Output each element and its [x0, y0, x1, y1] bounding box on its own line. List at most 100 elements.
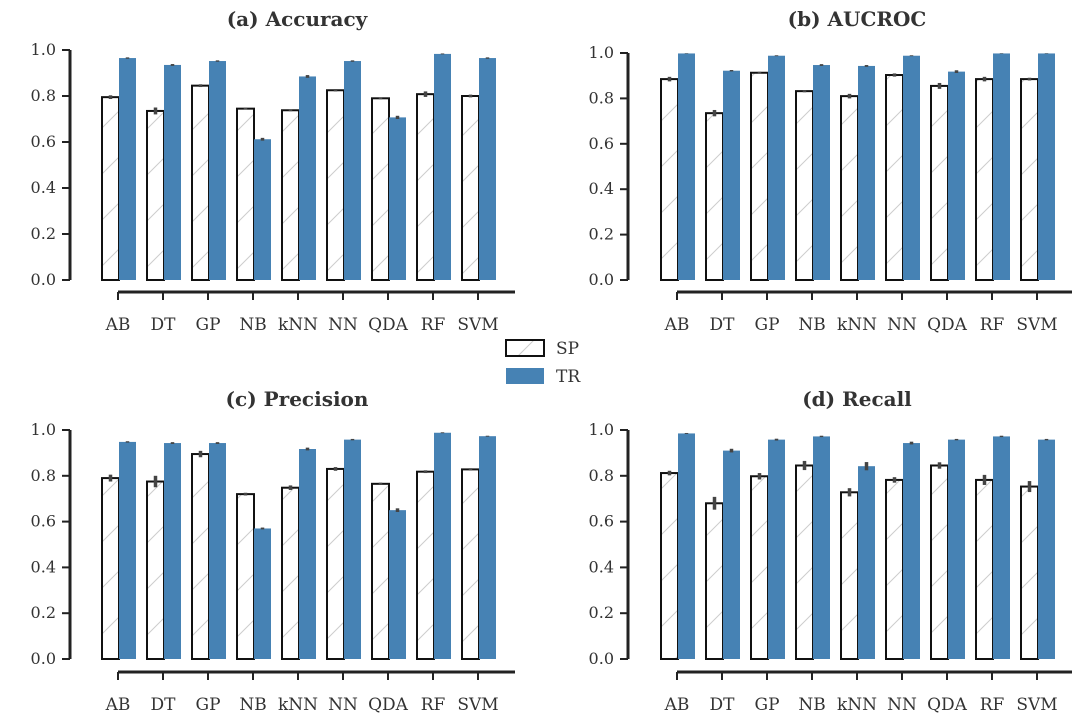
bar-sp-dt: [705, 502, 724, 660]
bar-tr-svm: [1038, 53, 1055, 281]
x-tick-label-dt: DT: [710, 695, 736, 715]
bar-tr-gp: [209, 443, 226, 659]
bar-sp-nb: [795, 90, 814, 281]
y-tick-label: 0.2: [31, 603, 56, 622]
panel-title-recall: (d) Recall: [802, 387, 912, 411]
panel-accuracy: (a) Accuracy 0.0 0.2 0.4 0.6 0.8 1.0 AB DT GP NB kN…: [31, 7, 515, 335]
bar-tr-nb: [254, 528, 271, 659]
bar-sp-rf: [975, 478, 994, 660]
x-tick-label-gp: GP: [754, 315, 779, 335]
x-tick-label-svm: SVM: [1016, 315, 1057, 335]
legend-label-tr: TR: [556, 367, 581, 387]
y-tick-label: 0.2: [589, 603, 614, 622]
y-tick-label: 0.2: [589, 225, 614, 244]
x-tick-label-knn: kNN: [837, 695, 877, 715]
y-tick-label: 1.0: [31, 420, 56, 439]
panel-precision: (c) Precision 0.0 0.2 0.4 0.6 0.8 1.0 AB DT GP NB k…: [31, 387, 515, 715]
bar-sp-nn: [885, 74, 904, 281]
y-tick-label: 1.0: [589, 43, 614, 62]
bar-sp-gp: [750, 71, 769, 282]
x-tick-label-nn: NN: [887, 695, 917, 715]
bar-sp-nb: [236, 107, 255, 282]
x-tick-label-ab: AB: [664, 695, 690, 715]
y-tick-label: 0.4: [589, 557, 614, 576]
x-tick-label-ab: AB: [664, 315, 690, 335]
bar-sp-nb: [795, 464, 814, 660]
y-tick-label: 0.8: [31, 86, 56, 105]
bar-tr-nn: [903, 443, 920, 659]
x-tick-label-qda: QDA: [368, 695, 409, 715]
legend-swatch-tr: [506, 368, 544, 384]
x-tick-label-qda: QDA: [927, 695, 968, 715]
bar-tr-qda: [948, 439, 965, 659]
y-tick-label: 0.4: [31, 557, 56, 576]
y-tick-label: 0.6: [589, 512, 614, 531]
bar-tr-ab: [678, 53, 695, 281]
bar-sp-ab: [660, 472, 679, 660]
bar-sp-knn: [840, 95, 859, 281]
bar-sp-gp: [750, 475, 769, 660]
bar-tr-svm: [479, 58, 496, 280]
x-tick-label-rf: RF: [421, 695, 446, 715]
bar-sp-rf: [975, 78, 994, 282]
bar-sp-rf: [416, 93, 435, 281]
x-tick-label-dt: DT: [151, 315, 177, 335]
x-tick-label-dt: DT: [710, 315, 736, 335]
y-tick-label: 0.6: [589, 134, 614, 153]
x-tick-label-svm: SVM: [1016, 695, 1057, 715]
bar-tr-svm: [479, 436, 496, 659]
bar-sp-svm: [461, 95, 480, 281]
x-tick-label-nb: NB: [798, 315, 825, 335]
bar-tr-dt: [723, 450, 740, 659]
x-tick-label-svm: SVM: [457, 315, 498, 335]
x-tick-label-svm: SVM: [457, 695, 498, 715]
bar-sp-nn: [326, 89, 345, 281]
x-tick-label-nn: NN: [328, 695, 358, 715]
x-tick-label-rf: RF: [421, 315, 446, 335]
bar-sp-qda: [930, 464, 949, 660]
x-tick-label-rf: RF: [980, 695, 1005, 715]
bar-tr-qda: [389, 117, 406, 280]
legend-label-sp: SP: [556, 339, 579, 359]
bar-sp-knn: [281, 109, 300, 282]
y-tick-label: 0.0: [589, 649, 614, 668]
y-tick-label: 0.0: [589, 270, 614, 289]
bar-tr-ab: [678, 433, 695, 659]
legend: SP TR: [505, 339, 581, 387]
x-tick-label-dt: DT: [151, 695, 177, 715]
bar-tr-dt: [723, 70, 740, 281]
y-tick-label: 0.4: [589, 179, 614, 198]
bar-sp-dt: [146, 480, 165, 660]
bar-sp-dt: [705, 112, 724, 281]
y-tick-label: 0.8: [589, 466, 614, 485]
bar-tr-rf: [993, 53, 1010, 281]
x-tick-label-gp: GP: [195, 695, 220, 715]
legend-swatch-sp: [505, 339, 545, 357]
bar-sp-nb: [236, 493, 255, 660]
bar-sp-gp: [191, 453, 210, 661]
x-tick-label-knn: kNN: [278, 315, 318, 335]
bar-tr-svm: [1038, 439, 1055, 659]
bar-tr-knn: [858, 65, 875, 281]
bar-tr-knn: [299, 76, 316, 280]
panel-title-precision: (c) Precision: [226, 387, 369, 411]
panel-title-aucroc: (b) AUCROC: [788, 7, 927, 31]
x-tick-label-nn: NN: [887, 315, 917, 335]
y-tick-label: 0.0: [31, 270, 56, 289]
x-tick-label-qda: QDA: [368, 315, 409, 335]
bar-tr-nb: [813, 65, 830, 280]
y-tick-label: 1.0: [31, 40, 56, 59]
x-tick-label-nb: NB: [798, 695, 825, 715]
bar-tr-nn: [344, 61, 361, 280]
bar-tr-gp: [209, 61, 226, 280]
x-tick-label-ab: AB: [105, 315, 131, 335]
x-tick-label-nb: NB: [239, 695, 266, 715]
bar-sp-svm: [1020, 78, 1039, 282]
bar-sp-dt: [146, 109, 165, 281]
bar-sp-qda: [371, 482, 390, 660]
bar-tr-gp: [768, 439, 785, 659]
panel-title-accuracy: (a) Accuracy: [227, 7, 369, 31]
panel-aucroc: (b) AUCROC 0.0 0.2 0.4 0.6 0.8 1.0 AB DT GP NB kNN N…: [589, 7, 1072, 335]
bar-tr-nn: [903, 55, 920, 280]
bar-sp-knn: [840, 491, 859, 660]
